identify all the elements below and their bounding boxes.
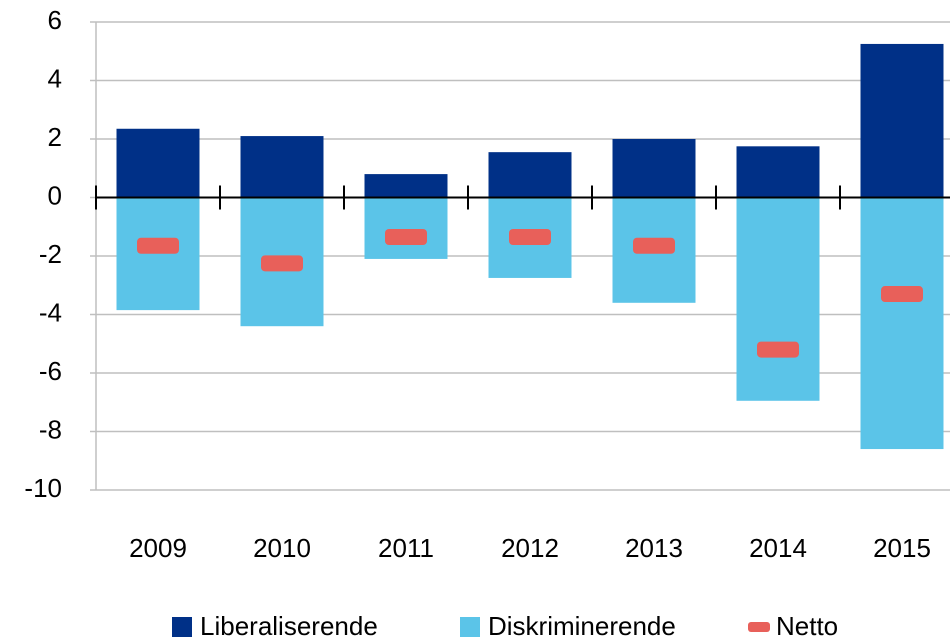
y-tick-label: 0 <box>48 180 62 210</box>
netto-marker <box>509 228 551 245</box>
bar <box>488 152 572 198</box>
legend-marker <box>172 617 192 637</box>
x-tick-label: 2010 <box>253 533 311 563</box>
bar <box>860 197 944 450</box>
bar <box>240 136 324 198</box>
x-tick-label: 2011 <box>378 533 434 563</box>
netto-marker <box>881 286 923 303</box>
netto-marker <box>633 237 675 254</box>
y-tick-label: -8 <box>39 414 62 444</box>
x-tick-label: 2012 <box>501 533 559 563</box>
netto-marker <box>137 237 179 254</box>
netto-marker <box>261 255 303 272</box>
bar <box>736 146 820 198</box>
y-tick-label: 4 <box>48 63 62 93</box>
netto-marker <box>757 341 799 358</box>
legend-label: Liberaliserende <box>200 611 378 641</box>
bar <box>364 197 448 259</box>
y-tick-label: -10 <box>24 473 62 503</box>
bar <box>116 128 200 198</box>
y-tick-label: 2 <box>48 122 62 152</box>
bar <box>612 139 696 198</box>
legend-marker <box>748 622 770 632</box>
y-tick-label: -4 <box>39 297 62 327</box>
netto-marker <box>385 228 427 245</box>
y-tick-label: -6 <box>39 356 62 386</box>
bar <box>736 197 820 401</box>
x-tick-label: 2009 <box>129 533 187 563</box>
x-tick-label: 2014 <box>749 533 807 563</box>
legend-label: Netto <box>776 611 838 641</box>
legend-marker <box>460 617 480 637</box>
y-tick-label: 6 <box>48 5 62 35</box>
x-tick-label: 2013 <box>625 533 683 563</box>
bar <box>860 43 944 198</box>
x-tick-label: 2015 <box>873 533 931 563</box>
y-tick-label: -2 <box>39 239 62 269</box>
bar <box>116 197 200 311</box>
legend-label: Diskriminerende <box>488 611 676 641</box>
bar <box>364 174 448 198</box>
